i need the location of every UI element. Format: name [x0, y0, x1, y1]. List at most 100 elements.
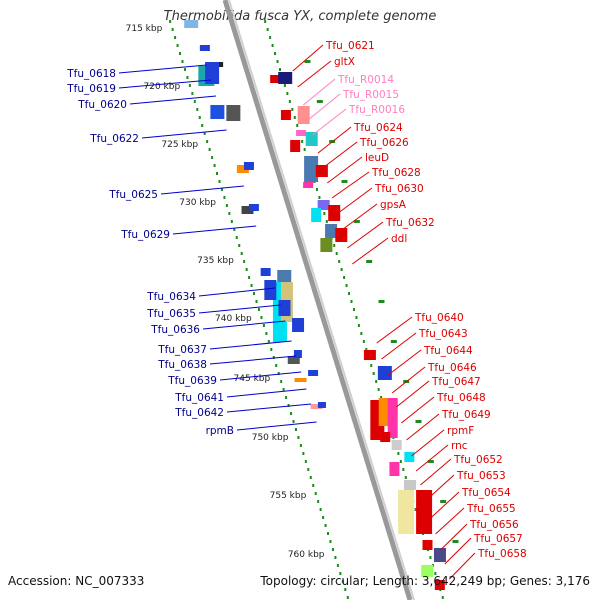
- scale-dot: [174, 36, 177, 39]
- kbp-label: 745 kbp: [234, 374, 271, 384]
- scale-dot: [370, 364, 373, 367]
- scale-dot: [274, 52, 277, 55]
- right-label-connector: [322, 141, 358, 169]
- scale-dot: [309, 476, 312, 479]
- scale-dot: [260, 316, 263, 319]
- kbp-label: 725 kbp: [161, 140, 198, 150]
- left-strand-gene: [260, 268, 271, 276]
- scale-dot: [365, 348, 368, 351]
- left-label-connector: [226, 388, 307, 398]
- left-label-connector: [141, 129, 227, 139]
- right-label-connector: [391, 366, 426, 394]
- right-gene-label: Tfu_0656: [469, 519, 519, 531]
- scale-dot: [285, 396, 288, 399]
- right-strand-gene: [303, 182, 314, 188]
- right-gene-label: Tfu_0655: [466, 503, 516, 515]
- scale-dot: [307, 468, 310, 471]
- scale-dot: [324, 524, 327, 527]
- scale-dot: [304, 460, 307, 463]
- scale-dot: [318, 196, 321, 199]
- scale-dot: [291, 108, 294, 111]
- right-label-connector: [401, 396, 435, 424]
- left-strand-gene: [248, 204, 259, 211]
- scale-dot: [329, 540, 332, 543]
- scale-dot: [225, 204, 228, 207]
- scale-dot: [296, 124, 299, 127]
- left-strand-gene: [287, 356, 300, 364]
- scale-dot: [360, 332, 363, 335]
- left-gene-label: Tfu_0636: [150, 324, 200, 336]
- right-strand-gene: [387, 398, 398, 438]
- right-label-connector: [292, 44, 324, 72]
- scale-dot: [171, 28, 174, 31]
- scale-dot: [302, 452, 305, 455]
- scale-dot: [303, 148, 306, 151]
- left-strand-gene: [226, 105, 241, 121]
- right-label-connector: [430, 491, 460, 519]
- scale-dot: [322, 516, 325, 519]
- right-gene-label: Tfu_0646: [427, 362, 477, 374]
- left-gene-label: Tfu_0625: [108, 189, 158, 201]
- right-label-connector: [415, 444, 449, 472]
- right-label-connector: [425, 474, 455, 502]
- scale-dot: [250, 284, 253, 287]
- right-gene-label: rpmF: [447, 425, 474, 437]
- scale-dot: [193, 100, 196, 103]
- left-label-connector: [202, 320, 286, 330]
- scale-dot: [276, 60, 279, 63]
- right-gene-label: Tfu_0624: [353, 122, 403, 134]
- right-gene-label: Tfu_0626: [359, 137, 409, 149]
- right-strand-gene: [315, 165, 328, 177]
- scale-dot: [301, 140, 304, 143]
- scale-dot: [269, 36, 272, 39]
- scale-dot: [317, 500, 320, 503]
- kbp-label: 715 kbp: [126, 24, 163, 34]
- right-gene-label: Tfu_0632: [385, 217, 435, 229]
- scale-dot: [293, 116, 296, 119]
- left-label-connector: [198, 304, 281, 314]
- scale-dot: [336, 564, 339, 567]
- scale-dot: [218, 180, 221, 183]
- right-strand-gene: [422, 540, 433, 550]
- right-label-connector: [331, 171, 370, 199]
- scale-dot: [297, 436, 300, 439]
- scale-dot: [208, 148, 211, 151]
- right-strand-gene: [404, 480, 416, 490]
- scale-dot: [294, 428, 297, 431]
- scale-dot: [434, 572, 437, 575]
- right-strand-gene: [421, 565, 434, 577]
- left-strand-gene: [210, 105, 225, 119]
- left-gene-label: Tfu_0622: [89, 133, 139, 145]
- right-label-connector: [376, 316, 413, 344]
- left-gene-label: Tfu_0637: [157, 344, 207, 356]
- topology-label: Topology: circular; Length: 3,642,249 bp…: [260, 574, 590, 588]
- left-gene-label: rpmB: [206, 425, 234, 437]
- scale-dot: [198, 116, 201, 119]
- scale-dot: [270, 348, 273, 351]
- right-gene-label: Tfu_0658: [477, 548, 527, 560]
- scale-dot: [357, 324, 360, 327]
- right-gene-label: Tfu_0621: [325, 40, 375, 52]
- left-gene-label: Tfu_0618: [66, 68, 116, 80]
- scale-dot: [327, 532, 330, 535]
- scale-dot: [255, 300, 258, 303]
- right-strand-gene: [433, 548, 446, 562]
- right-strand-gene: [278, 72, 293, 84]
- scale-dot: [429, 556, 432, 559]
- right-label-connector: [386, 349, 422, 377]
- right-strand-gene: [389, 462, 400, 476]
- right-strand-gene: [398, 490, 415, 534]
- scale-dot: [346, 596, 349, 599]
- right-strand-gene: [363, 350, 376, 360]
- scale-dot: [441, 596, 444, 599]
- scale-dot: [278, 68, 281, 71]
- scale-dot: [344, 588, 347, 591]
- right-strand-gene: [305, 132, 318, 146]
- left-gene-label: Tfu_0638: [157, 359, 207, 371]
- right-gene-label: leuD: [365, 152, 389, 164]
- scale-dot: [271, 44, 274, 47]
- left-strand-gene: [310, 404, 323, 409]
- right-gene-label: Tfu_0652: [453, 454, 503, 466]
